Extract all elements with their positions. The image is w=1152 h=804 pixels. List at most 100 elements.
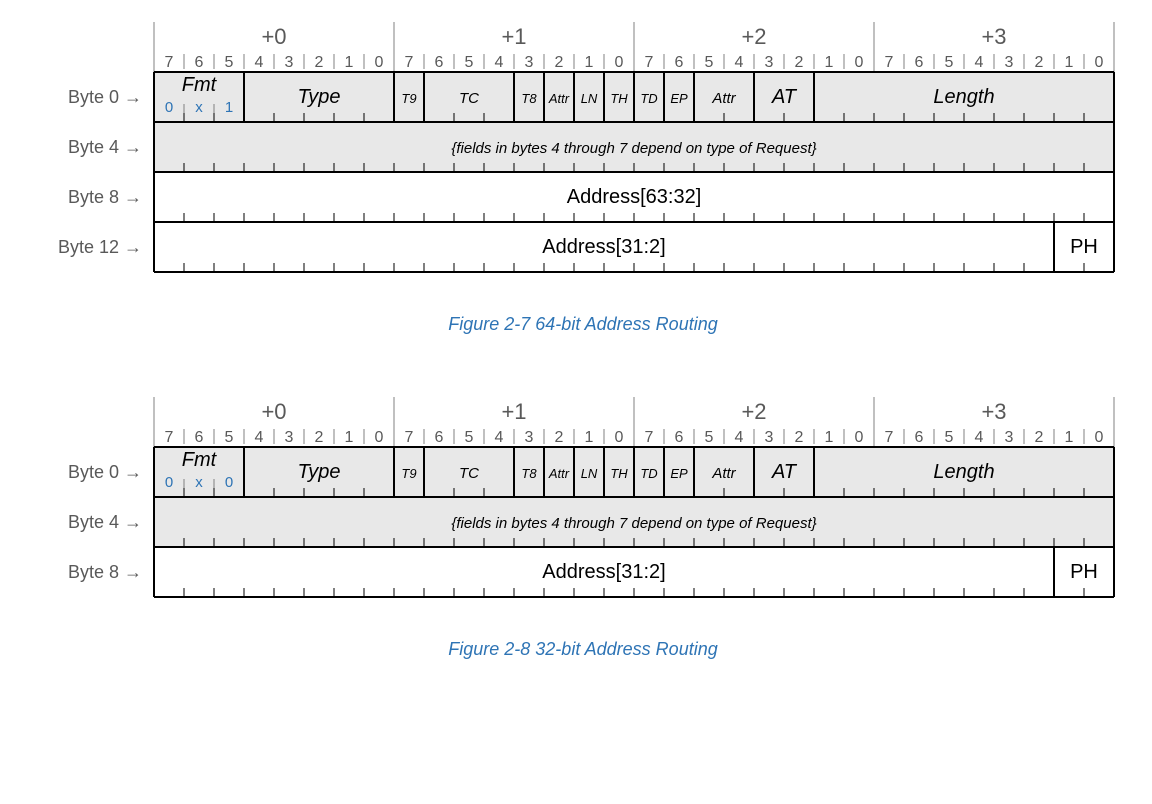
bit-header: 6 <box>435 429 444 446</box>
bit-header: 2 <box>1035 429 1044 446</box>
row-label: Byte 0 → <box>68 87 142 107</box>
field-label: PH <box>1070 236 1098 258</box>
bit-header: 6 <box>195 54 204 71</box>
row-label: Byte 4 → <box>68 137 142 157</box>
bit-header: 0 <box>1095 54 1104 71</box>
field-label: Fmt <box>182 74 218 96</box>
col-group-label: +3 <box>981 24 1006 49</box>
field-label: AT <box>771 86 798 108</box>
col-group-label: +3 <box>981 399 1006 424</box>
field-value: x <box>195 99 203 116</box>
col-group-label: +1 <box>501 24 526 49</box>
col-group-label: +2 <box>741 399 766 424</box>
field-label: Address[63:32] <box>567 186 702 208</box>
bit-header: 4 <box>255 54 264 71</box>
bit-header: 6 <box>915 54 924 71</box>
bit-header: 7 <box>885 429 894 446</box>
bit-header: 3 <box>765 429 774 446</box>
field-label: Attr <box>548 91 570 106</box>
bit-header: 3 <box>765 54 774 71</box>
bit-header: 2 <box>1035 54 1044 71</box>
bit-header: 2 <box>555 429 564 446</box>
field-label: TH <box>610 466 628 481</box>
bit-header: 5 <box>945 54 954 71</box>
packet-layout-fig-2-7: +0+1+2+376543210765432107654321076543210… <box>24 20 1124 274</box>
bit-header: 6 <box>675 429 684 446</box>
field-label: EP <box>670 91 688 106</box>
field-label: Address[31:2] <box>542 561 665 583</box>
bit-header: 1 <box>345 54 354 71</box>
bit-header: 4 <box>495 429 504 446</box>
bit-header: 6 <box>915 429 924 446</box>
bit-header: 5 <box>465 429 474 446</box>
field-label: Attr <box>711 90 736 107</box>
bit-header: 1 <box>1065 429 1074 446</box>
field-value: 0 <box>165 99 173 116</box>
bit-header: 0 <box>375 429 384 446</box>
bit-header: 1 <box>825 54 834 71</box>
field-label: AT <box>771 461 798 483</box>
bit-header: 7 <box>405 429 414 446</box>
row-label: Byte 8 → <box>68 562 142 582</box>
bit-header: 5 <box>705 429 714 446</box>
col-group-label: +1 <box>501 399 526 424</box>
field-label: TC <box>459 465 479 482</box>
bit-header: 1 <box>345 429 354 446</box>
bit-header: 0 <box>375 54 384 71</box>
field-label: TC <box>459 90 479 107</box>
field-label: TD <box>640 466 657 481</box>
field-label: Attr <box>548 466 570 481</box>
field-value: x <box>195 474 203 491</box>
col-group-label: +0 <box>261 24 286 49</box>
field-label: Address[31:2] <box>542 236 665 258</box>
bit-header: 2 <box>315 429 324 446</box>
bit-header: 3 <box>1005 54 1014 71</box>
field-label: LN <box>581 91 598 106</box>
field-label: Length <box>933 86 994 108</box>
bit-header: 4 <box>255 429 264 446</box>
field-label: {fields in bytes 4 through 7 depend on t… <box>451 515 816 532</box>
row-label: Byte 8 → <box>68 187 142 207</box>
field-label: TH <box>610 91 628 106</box>
col-group-label: +2 <box>741 24 766 49</box>
field-value: 0 <box>165 474 173 491</box>
bit-header: 2 <box>315 54 324 71</box>
field-label: EP <box>670 466 688 481</box>
figure-caption: Figure 2-8 32-bit Address Routing <box>24 639 1142 660</box>
row-label: Byte 4 → <box>68 512 142 532</box>
packet-layout-fig-2-8: +0+1+2+376543210765432107654321076543210… <box>24 395 1124 599</box>
field-label: Attr <box>711 465 736 482</box>
bit-header: 1 <box>1065 54 1074 71</box>
bit-header: 6 <box>675 54 684 71</box>
bit-header: 7 <box>645 429 654 446</box>
bit-header: 0 <box>615 54 624 71</box>
bit-header: 5 <box>465 54 474 71</box>
figure-caption: Figure 2-7 64-bit Address Routing <box>24 314 1142 335</box>
bit-header: 3 <box>525 429 534 446</box>
bit-header: 4 <box>495 54 504 71</box>
bit-header: 6 <box>435 54 444 71</box>
field-label: Length <box>933 461 994 483</box>
field-label: Type <box>298 461 341 483</box>
field-label: T9 <box>401 91 416 106</box>
bit-header: 3 <box>525 54 534 71</box>
bit-header: 0 <box>855 54 864 71</box>
field-label: LN <box>581 466 598 481</box>
field-label: PH <box>1070 561 1098 583</box>
field-label: {fields in bytes 4 through 7 depend on t… <box>451 140 816 157</box>
bit-header: 5 <box>705 54 714 71</box>
bit-header: 3 <box>285 429 294 446</box>
field-label: T9 <box>401 466 416 481</box>
bit-header: 3 <box>285 54 294 71</box>
bit-header: 7 <box>165 429 174 446</box>
field-label: Type <box>298 86 341 108</box>
bit-header: 3 <box>1005 429 1014 446</box>
field-label: Fmt <box>182 449 218 471</box>
bit-header: 4 <box>975 54 984 71</box>
fig-2-7: +0+1+2+376543210765432107654321076543210… <box>24 20 1142 335</box>
fig-2-8: +0+1+2+376543210765432107654321076543210… <box>24 395 1142 660</box>
field-value: 1 <box>225 99 233 116</box>
bit-header: 2 <box>555 54 564 71</box>
bit-header: 5 <box>225 54 234 71</box>
bit-header: 1 <box>825 429 834 446</box>
